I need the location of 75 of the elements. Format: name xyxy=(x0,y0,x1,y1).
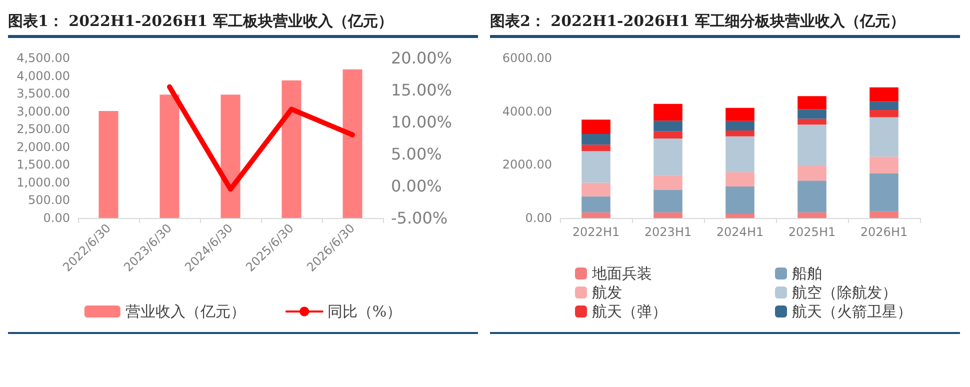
legend-label: 地面兵装 xyxy=(591,264,652,282)
legend-label: 同比（%） xyxy=(327,302,402,320)
bar xyxy=(798,109,826,119)
bar xyxy=(870,211,898,218)
y2-tick-label: 0.00% xyxy=(391,176,442,196)
y-tick-label: 3,500.00 xyxy=(16,86,70,101)
bar xyxy=(798,118,826,125)
bar xyxy=(582,120,610,134)
legend-label: 航天（弹） xyxy=(592,302,667,320)
bar xyxy=(726,108,754,121)
bar xyxy=(654,104,682,121)
y2-tick-label: 15.00% xyxy=(391,80,452,100)
bar xyxy=(870,173,898,212)
bar xyxy=(798,124,826,166)
x-tick-label: 2026H1 xyxy=(860,225,908,239)
bar xyxy=(726,172,754,187)
legend-label: 航空（除航发） xyxy=(792,284,897,302)
y-tick-label: 3,000.00 xyxy=(16,104,70,118)
y2-tick-label: 20.00% xyxy=(391,48,452,68)
y2-tick-label: 10.00% xyxy=(391,112,452,132)
y-tick-label: 0.00 xyxy=(43,211,70,225)
x-tick-label: 2023H1 xyxy=(644,225,692,239)
bar xyxy=(798,180,826,212)
y-tick-label: 4,000.00 xyxy=(16,68,70,83)
bar xyxy=(582,212,610,218)
bar xyxy=(654,138,682,176)
bar xyxy=(654,190,682,212)
y-tick-label: 4,500.00 xyxy=(16,51,70,65)
bar xyxy=(582,151,610,183)
bar xyxy=(726,214,754,218)
x-tick-label: 2025H1 xyxy=(788,225,836,239)
bar xyxy=(726,130,754,136)
bar xyxy=(870,156,898,174)
bar xyxy=(870,117,898,157)
legend-label: 船舶 xyxy=(792,264,822,282)
x-tick-label: 2024H1 xyxy=(716,225,764,239)
y2-tick-label: 5.00% xyxy=(391,144,442,164)
bar xyxy=(654,176,682,190)
y-tick-label: 4000.00 xyxy=(502,104,552,118)
y-tick-label: 2,000.00 xyxy=(16,140,70,154)
bar xyxy=(798,96,826,110)
legend-label: 营业收入（亿元） xyxy=(125,302,246,320)
bar xyxy=(582,196,610,212)
bar xyxy=(160,94,180,218)
y-tick-label: 2000.00 xyxy=(502,158,552,172)
bar xyxy=(582,144,610,152)
bar xyxy=(726,136,754,172)
y-tick-label: 2,500.00 xyxy=(16,122,70,136)
bar xyxy=(582,134,610,145)
x-tick-label: 2022H1 xyxy=(572,225,620,239)
bar xyxy=(798,166,826,181)
bar xyxy=(654,120,682,132)
legend-label: 航天（火箭卫星） xyxy=(792,302,912,320)
chart-title: 图表1： 2022H1-2026H1 军工板块营业收入（亿元） xyxy=(8,8,478,38)
bar xyxy=(726,120,754,131)
y-tick-label: 1,000.00 xyxy=(16,175,70,190)
chart-title: 图表2： 2022H1-2026H1 军工细分板块营业收入（亿元） xyxy=(490,8,960,38)
bar xyxy=(98,110,118,218)
bar xyxy=(582,182,610,196)
y-tick-label: 6000.00 xyxy=(502,51,552,65)
bar xyxy=(870,102,898,110)
bar xyxy=(870,110,898,118)
y2-tick-label: -5.00% xyxy=(391,208,448,228)
bar xyxy=(220,94,240,218)
bar xyxy=(282,80,302,218)
bar xyxy=(870,87,898,102)
y-tick-label: 500.00 xyxy=(28,193,70,208)
legend-label: 航发 xyxy=(592,284,622,302)
bar xyxy=(654,212,682,218)
y-tick-label: 0.00 xyxy=(525,211,552,225)
y-tick-label: 1,500.00 xyxy=(16,158,70,172)
bar xyxy=(342,69,362,218)
bar xyxy=(654,131,682,139)
bar xyxy=(798,212,826,218)
bar xyxy=(726,186,754,214)
